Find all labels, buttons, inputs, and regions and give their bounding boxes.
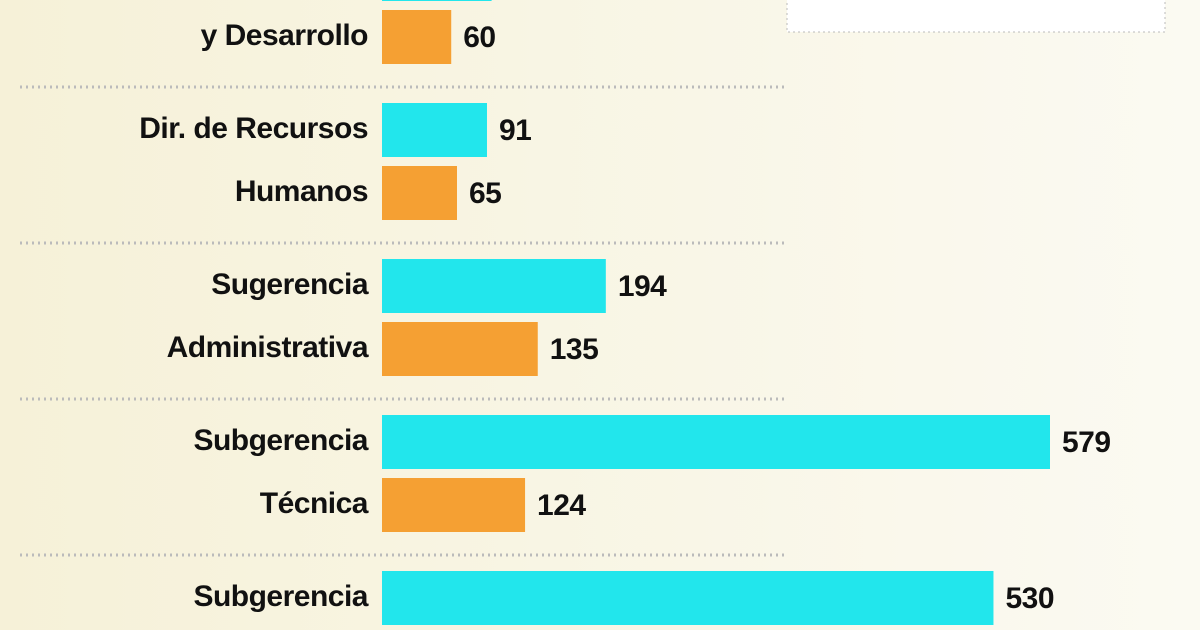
category-label: Técnica: [260, 487, 369, 520]
value-label: 124: [537, 489, 586, 522]
value-label: 135: [550, 333, 599, 366]
bar: [382, 415, 1050, 469]
category-label: Humanos: [235, 175, 368, 208]
category-label: Subgerencia: [193, 580, 368, 613]
bar: [382, 571, 994, 625]
legend-box: [786, 0, 1166, 33]
value-label: 530: [1005, 582, 1054, 615]
value-label: 91: [499, 114, 531, 147]
bar: [382, 0, 492, 1]
value-label: 579: [1062, 426, 1111, 459]
category-label: Dir. de Recursos: [139, 112, 368, 145]
category-label: Administrativa: [167, 331, 369, 364]
value-label: 194: [618, 270, 667, 303]
value-label: 60: [463, 21, 495, 54]
bar: [382, 10, 452, 64]
value-label: 65: [469, 177, 501, 210]
bar: [382, 166, 457, 220]
bar: [382, 103, 487, 157]
category-label: Subgerencia: [193, 424, 368, 457]
category-label: Sugerencia: [211, 268, 369, 301]
category-label: y Desarrollo: [201, 19, 369, 52]
bar: [382, 478, 526, 532]
bar: [382, 322, 538, 376]
bar: [382, 259, 606, 313]
